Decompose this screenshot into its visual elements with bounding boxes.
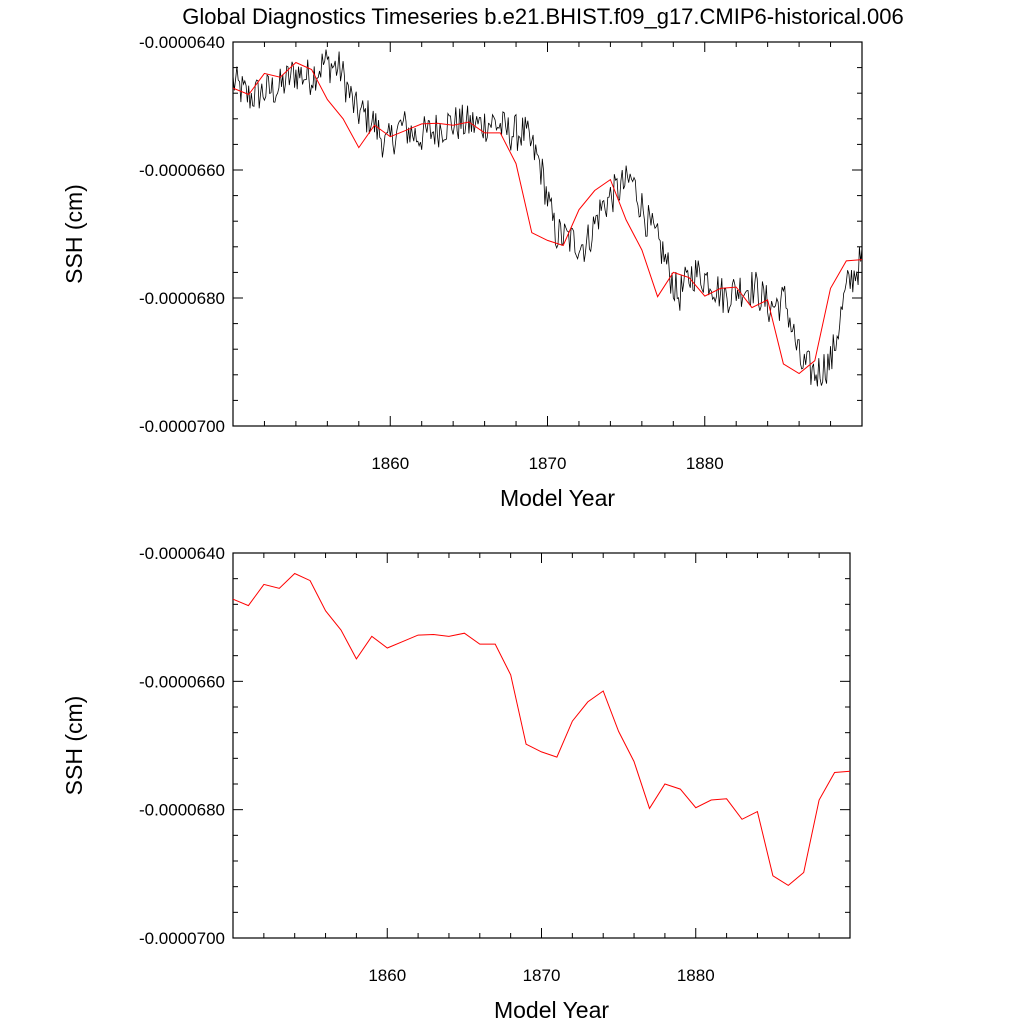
panel-bottom: -0.0000700 -0.0000680 -0.0000660 -0.0000640… (61, 544, 851, 1023)
x-tick-label: 1860 (371, 454, 409, 473)
y-tick-label: -0.0000640 (139, 33, 225, 52)
y-tick-label: -0.0000700 (139, 417, 225, 436)
y-tick-label: -0.0000700 (139, 929, 225, 948)
y-tick-label: -0.0000660 (139, 161, 225, 180)
x-tick-label: 1880 (686, 454, 724, 473)
y-tick-label: -0.0000680 (139, 801, 225, 820)
figure-title: Global Diagnostics Timeseries b.e21.BHIS… (182, 4, 903, 29)
x-axis-label: Model Year (500, 485, 615, 511)
series-line-annual (232, 61, 863, 375)
y-axis-label: SSH (cm) (61, 184, 87, 284)
x-axis-label: Model Year (494, 997, 609, 1023)
x-tick-label: 1870 (529, 454, 567, 473)
series-line-monthly (232, 49, 863, 387)
x-tick-label: 1860 (368, 966, 406, 985)
y-tick-label: -0.0000640 (139, 544, 225, 563)
series-line-annual (232, 572, 851, 887)
panel-top: -0.0000700 -0.0000680 -0.0000660 -0.0000640… (61, 33, 863, 511)
x-tick-label: 1870 (523, 966, 561, 985)
y-tick-label: -0.0000660 (139, 672, 225, 691)
y-tick-label: -0.0000680 (139, 289, 225, 308)
y-axis-label: SSH (cm) (61, 696, 87, 796)
x-tick-label: 1880 (677, 966, 715, 985)
